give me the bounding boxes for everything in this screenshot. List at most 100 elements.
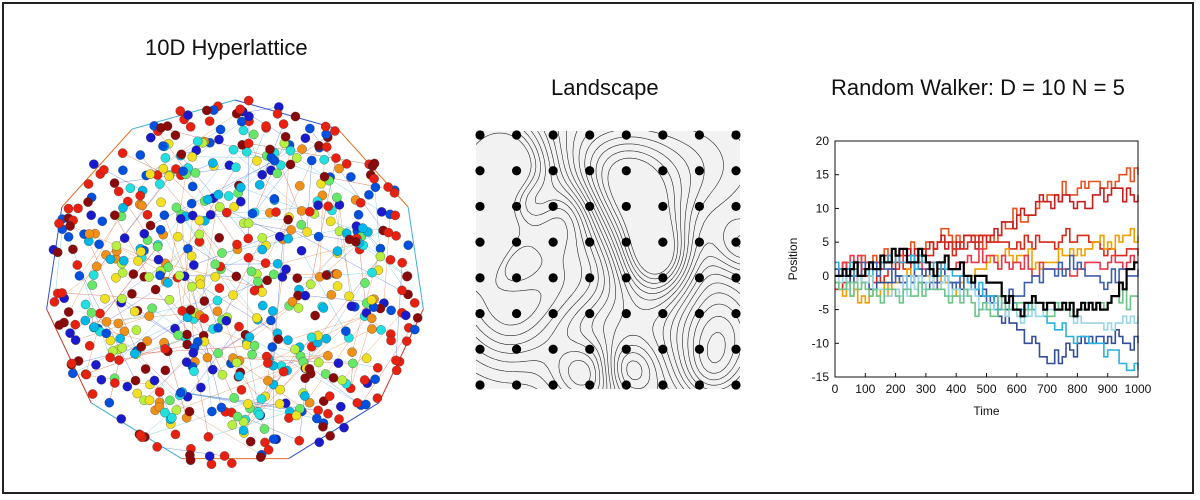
lattice-node — [369, 158, 380, 169]
lattice-node — [223, 191, 234, 201]
lattice-node — [355, 198, 366, 208]
lattice-node — [412, 313, 423, 323]
lattice-node — [292, 273, 303, 283]
lattice-node — [215, 202, 225, 212]
lattice-node — [386, 335, 396, 346]
lattice-node — [154, 387, 165, 397]
lattice-node — [410, 324, 420, 335]
lattice-node — [313, 231, 324, 242]
lattice-point — [585, 237, 595, 247]
lattice-node — [281, 264, 291, 274]
lattice-node — [80, 315, 91, 326]
lattice-node — [175, 106, 186, 116]
lattice-point — [511, 308, 522, 319]
x-axis-label: Time — [973, 404, 1000, 418]
lattice-node — [366, 313, 377, 324]
lattice-node — [397, 285, 407, 296]
lattice-point — [621, 201, 631, 212]
lattice-node — [227, 420, 238, 430]
y-tick-label: 5 — [822, 235, 829, 249]
lattice-node — [320, 121, 331, 132]
lattice-node — [275, 384, 285, 395]
lattice-node — [142, 210, 153, 220]
lattice-point — [511, 166, 522, 176]
lattice-node — [409, 298, 420, 308]
lattice-node — [236, 182, 246, 193]
lattice-node — [247, 208, 258, 219]
lattice-node — [110, 210, 120, 220]
lattice-node — [132, 388, 142, 399]
lattice-node — [257, 244, 267, 255]
lattice-point — [621, 130, 631, 140]
lattice-point — [658, 380, 668, 390]
lattice-node — [235, 104, 245, 114]
lattice-node — [360, 278, 370, 288]
lattice-node — [72, 260, 83, 270]
lattice-node — [171, 405, 182, 415]
lattice-node — [243, 138, 254, 149]
x-tick-label: 700 — [1037, 382, 1057, 396]
lattice-node — [244, 111, 254, 122]
lattice-edge — [248, 223, 356, 243]
lattice-node — [137, 200, 147, 211]
lattice-node — [212, 295, 223, 306]
lattice-point — [658, 130, 668, 140]
lattice-node — [84, 229, 94, 239]
lattice-node — [300, 133, 311, 143]
lattice-node — [227, 458, 237, 468]
lattice-node — [63, 307, 74, 317]
lattice-node — [336, 401, 346, 412]
lattice-node — [234, 371, 244, 381]
lattice-node — [236, 196, 246, 207]
lattice-node — [266, 315, 276, 326]
lattice-node — [111, 241, 122, 251]
lattice-node — [320, 369, 331, 379]
lattice-node — [68, 368, 78, 379]
lattice-node — [346, 172, 356, 182]
lattice-node — [135, 190, 145, 201]
lattice-node — [80, 299, 91, 310]
lattice-node — [135, 150, 146, 160]
lattice-edge — [90, 402, 182, 460]
lattice-point — [475, 237, 485, 247]
lattice-node — [358, 223, 368, 233]
walk-series — [835, 167, 1139, 372]
lattice-node — [214, 134, 224, 145]
lattice-edge — [167, 351, 187, 418]
lattice-edge — [61, 128, 133, 208]
lattice-node — [86, 307, 97, 318]
lattice-node — [175, 387, 186, 398]
lattice-node — [334, 163, 344, 174]
landscape-plot — [475, 130, 741, 390]
lattice-node — [243, 399, 253, 409]
lattice-node — [113, 186, 124, 197]
lattice-edge — [378, 308, 424, 404]
lattice-node — [283, 214, 293, 225]
lattice-node — [152, 442, 162, 452]
lattice-node — [113, 318, 124, 329]
lattice-node — [306, 155, 317, 166]
lattice-node — [187, 181, 198, 192]
lattice-node — [131, 325, 142, 335]
lattice-node — [187, 210, 198, 221]
x-tick-label: 300 — [916, 382, 936, 396]
lattice-edge — [296, 157, 382, 213]
axis-ticks: 0 100 200 300 400 500 600 700 800 900 1000 20 15 10 5 0… — [812, 134, 1152, 396]
lattice-node — [268, 434, 279, 444]
lattice-node — [95, 308, 105, 319]
lattice-node — [130, 348, 140, 359]
lattice-node — [150, 284, 161, 295]
lattice-node — [70, 335, 81, 345]
lattice-node — [256, 394, 267, 404]
lattice-node — [160, 344, 170, 354]
lattice-node — [375, 251, 386, 262]
lattice-point — [511, 130, 522, 140]
lattice-node — [213, 348, 223, 358]
lattice-node — [74, 271, 85, 281]
lattice-point — [658, 344, 668, 354]
lattice-node — [153, 254, 164, 265]
lattice-node — [83, 197, 93, 207]
lattice-node — [376, 207, 387, 217]
lattice-node — [254, 409, 265, 420]
lattice-node — [249, 341, 260, 351]
